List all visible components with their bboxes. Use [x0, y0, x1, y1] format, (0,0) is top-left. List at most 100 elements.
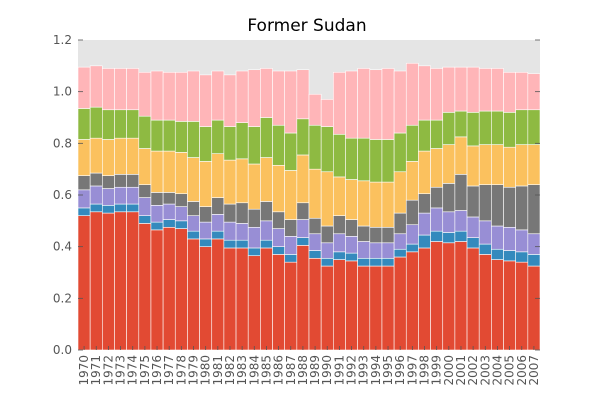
bar-segment-1974-s5	[126, 137, 140, 175]
bar-segment-2001-s3	[454, 210, 468, 232]
bar-segment-2002-s4	[466, 185, 480, 218]
bar-segment-1998-s2	[418, 234, 431, 249]
bar-segment-1977-s7	[162, 71, 176, 121]
bar-segment-1981-s1	[211, 238, 225, 351]
bar-segment-1973-s1	[114, 211, 127, 351]
bar-segment-2005-s6	[503, 112, 516, 148]
bar-segment-1975-s2	[138, 215, 152, 224]
bar-segment-1995-s2	[381, 257, 395, 267]
bar-segment-2003-s5	[478, 144, 492, 185]
bar-segment-1986-s2	[272, 246, 285, 255]
y-axis: 0.0 0.2 0.4 0.6 0.8 1.0 1.2	[53, 33, 540, 357]
bar-segment-1982-s4	[223, 203, 237, 223]
bar-segment-2003-s7	[478, 68, 492, 112]
bar-segment-1996-s3	[393, 233, 407, 250]
bar-segment-1983-s6	[235, 122, 249, 160]
bars-layer	[77, 62, 541, 351]
bar-segment-1970-s6	[77, 108, 91, 140]
bar-segment-1992-s5	[345, 179, 358, 220]
bar-segment-1981-s2	[211, 230, 225, 240]
bar-segment-2001-s7	[454, 66, 468, 112]
x-tick-label: 2005	[503, 355, 517, 386]
bar-segment-1982-s7	[223, 74, 237, 127]
bar-segment-1996-s6	[393, 132, 407, 173]
bar-segment-2006-s2	[515, 251, 529, 263]
bar-segment-1974-s2	[126, 203, 140, 213]
bar-segment-1981-s6	[211, 119, 225, 154]
bar-segment-2006-s1	[515, 261, 529, 351]
bar-segment-2005-s4	[503, 186, 516, 228]
bar-segment-1980-s6	[199, 126, 213, 162]
bar-segment-1980-s7	[199, 74, 213, 127]
bar-segment-1990-s5	[320, 171, 334, 227]
bar-segment-2001-s4	[454, 174, 468, 211]
bar-segment-1972-s4	[102, 175, 115, 189]
bar-segment-1981-s5	[211, 153, 225, 198]
bar-segment-1990-s6	[320, 126, 334, 173]
bar-segment-1994-s2	[369, 257, 383, 267]
bar-segment-1988-s4	[296, 202, 310, 220]
bar-segment-1985-s3	[260, 220, 273, 241]
bar-segment-1982-s1	[223, 247, 237, 351]
x-tick-label: 1994	[369, 355, 383, 386]
bar-segment-1982-s5	[223, 159, 237, 205]
bar-segment-1971-s3	[89, 185, 103, 205]
x-tick-label: 1971	[89, 355, 103, 386]
bar-segment-1979-s1	[187, 238, 200, 351]
bar-segment-1973-s5	[114, 137, 127, 175]
x-tick-label: 2001	[454, 355, 468, 386]
bar-segment-1994-s5	[369, 181, 383, 228]
bar-segment-1975-s6	[138, 115, 152, 149]
x-tick-label: 1998	[418, 355, 432, 386]
bar-segment-1974-s6	[126, 109, 140, 139]
bar-segment-1971-s5	[89, 137, 103, 174]
bar-segment-1985-s7	[260, 68, 273, 118]
bar-segment-1987-s7	[284, 70, 298, 134]
bar-segment-1972-s1	[102, 212, 115, 351]
x-tick-label: 1973	[114, 355, 128, 386]
bar-segment-1990-s3	[320, 242, 334, 259]
bar-segment-1992-s7	[345, 70, 358, 139]
bar-segment-1984-s7	[247, 69, 261, 127]
bar-segment-1994-s6	[369, 139, 383, 183]
bar-segment-2000-s1	[442, 242, 456, 351]
bar-segment-1976-s1	[150, 229, 164, 351]
x-tick-label: 1993	[357, 355, 371, 386]
x-tick-label: 1980	[199, 355, 213, 386]
bar-segment-1985-s1	[260, 247, 273, 351]
bar-segment-1984-s2	[247, 247, 261, 257]
x-tick-label: 1976	[150, 355, 164, 386]
bar-segment-1996-s2	[393, 248, 407, 258]
bar-segment-1970-s3	[77, 189, 91, 209]
bar-segment-1991-s7	[333, 71, 346, 135]
bar-segment-1980-s3	[199, 221, 213, 240]
bar-segment-1989-s7	[308, 93, 322, 126]
bar-segment-1972-s3	[102, 188, 115, 206]
bar-segment-2005-s2	[503, 250, 516, 262]
bar-segment-1999-s5	[430, 148, 444, 188]
bar-segment-2005-s7	[503, 71, 516, 113]
bar-segment-1970-s7	[77, 66, 91, 109]
bar-segment-1998-s4	[418, 193, 431, 214]
bar-segment-1985-s4	[260, 201, 273, 222]
bar-segment-1996-s7	[393, 70, 407, 134]
bar-segment-1998-s3	[418, 212, 431, 236]
bar-segment-1984-s5	[247, 163, 261, 210]
bar-segment-2001-s5	[454, 136, 468, 175]
bar-segment-1997-s4	[405, 199, 419, 226]
bar-segment-2005-s1	[503, 260, 516, 351]
x-tick-label: 2006	[515, 355, 529, 386]
bar-segment-2003-s1	[478, 254, 492, 351]
x-tick-label: 1995	[381, 355, 395, 386]
bar-segment-1998-s6	[418, 119, 431, 152]
bar-segment-1976-s3	[150, 205, 164, 223]
bar-segment-1995-s3	[381, 242, 395, 259]
bar-segment-2004-s2	[491, 248, 504, 260]
bar-segment-1996-s4	[393, 212, 407, 235]
x-tick-label: 1986	[272, 355, 286, 386]
x-tick-label: 1983	[235, 355, 249, 386]
bar-segment-2006-s3	[515, 229, 529, 253]
bar-segment-1989-s3	[308, 233, 322, 251]
bar-segment-1990-s4	[320, 225, 334, 244]
bar-segment-1982-s3	[223, 221, 237, 241]
